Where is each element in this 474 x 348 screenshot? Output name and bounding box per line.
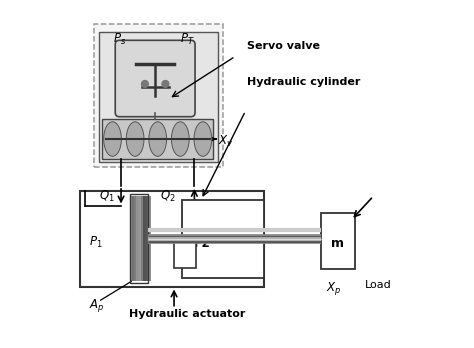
FancyBboxPatch shape [115, 40, 195, 117]
Ellipse shape [194, 122, 212, 156]
Bar [129, 195, 148, 283]
Ellipse shape [149, 122, 166, 156]
Ellipse shape [172, 122, 189, 156]
Bar [99, 32, 218, 162]
Bar [140, 196, 149, 282]
Text: $P_1$: $P_1$ [89, 235, 102, 250]
Bar [102, 119, 213, 159]
Bar [136, 196, 145, 282]
Text: $P_s$: $P_s$ [113, 32, 126, 47]
Bar [138, 196, 147, 282]
Bar [143, 196, 151, 282]
Text: m: m [331, 237, 344, 251]
Text: $Q_1$: $Q_1$ [99, 189, 115, 204]
Text: $P_T$: $P_T$ [180, 32, 195, 47]
Circle shape [162, 80, 169, 87]
Text: $Q_2$: $Q_2$ [160, 189, 176, 204]
Bar [182, 200, 264, 278]
Text: $X_p$: $X_p$ [326, 280, 341, 297]
Circle shape [142, 80, 148, 87]
Text: Servo valve: Servo valve [247, 41, 320, 51]
Ellipse shape [104, 122, 121, 156]
Bar [174, 239, 196, 268]
Bar [134, 196, 142, 282]
Text: Hydraulic actuator: Hydraulic actuator [129, 309, 246, 319]
Text: $X_v$: $X_v$ [218, 134, 234, 149]
Ellipse shape [126, 122, 144, 156]
Text: Hydraulic cylinder: Hydraulic cylinder [247, 77, 361, 87]
Bar [94, 24, 223, 167]
Bar [132, 196, 140, 282]
Bar [80, 191, 264, 286]
Bar [320, 213, 355, 269]
Bar [129, 196, 138, 282]
Text: $A_p$: $A_p$ [89, 297, 104, 314]
Text: Load: Load [365, 280, 392, 290]
Text: P2: P2 [194, 237, 211, 251]
